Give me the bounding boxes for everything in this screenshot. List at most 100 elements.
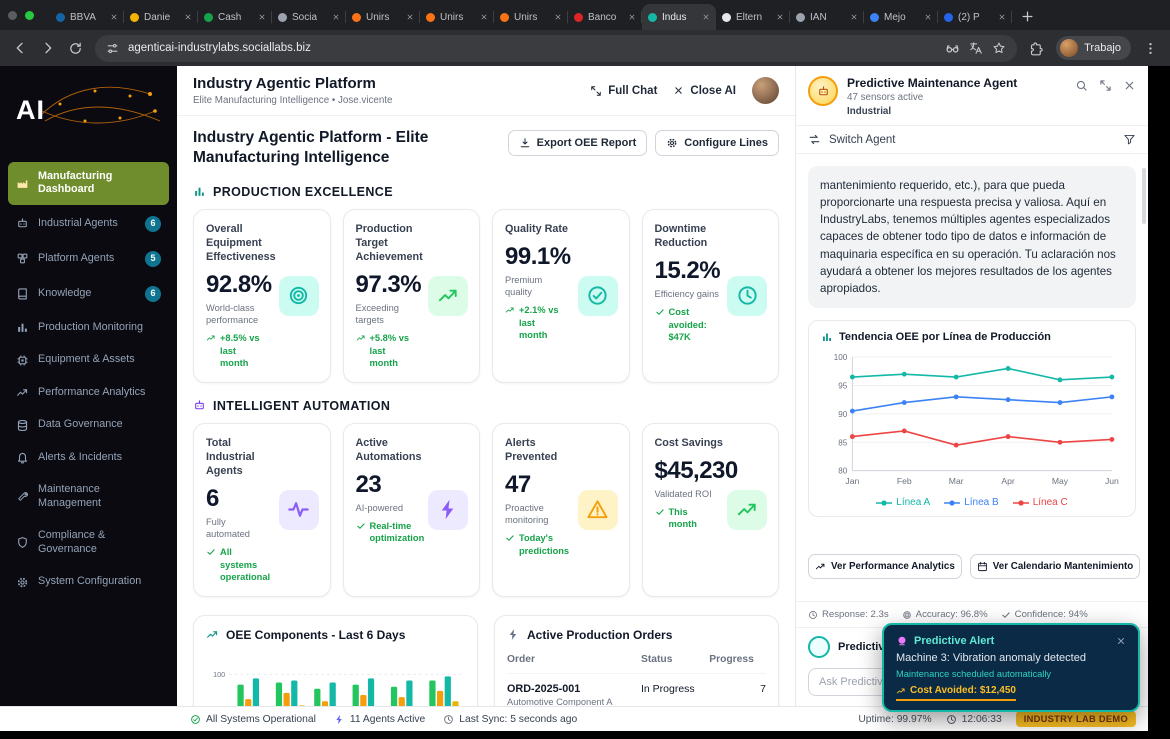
bookmark-star-icon[interactable] xyxy=(992,41,1006,55)
filter-icon[interactable] xyxy=(1123,133,1136,146)
app-title: Industry Agentic Platform xyxy=(193,75,376,92)
forward-icon[interactable] xyxy=(40,40,56,56)
sidebar-item-performance-analytics[interactable]: Performance Analytics xyxy=(8,378,169,407)
app-window: AI Manufacturing Dashboard Industrial Age… xyxy=(0,66,1148,706)
close-icon[interactable] xyxy=(258,13,266,21)
toast-close-icon[interactable] xyxy=(1116,636,1126,646)
intelligent-automation-title: INTELLIGENT AUTOMATION xyxy=(193,399,779,413)
page-title: Industry Agentic Platform - Elite Manufa… xyxy=(193,129,429,167)
tab-favicon-icon xyxy=(722,12,731,22)
sidebar-item-alerts-incidents[interactable]: Alerts & Incidents xyxy=(8,443,169,472)
translate-icon[interactable] xyxy=(969,41,983,55)
legend-item: Línea A xyxy=(876,497,930,508)
browser-tab[interactable]: Eltern xyxy=(716,4,790,30)
window-control-dot-green[interactable] xyxy=(25,11,34,20)
back-icon[interactable] xyxy=(12,40,28,56)
sidebar: AI Manufacturing Dashboard Industrial Age… xyxy=(0,66,177,706)
tab-label: Socia xyxy=(292,11,318,23)
sidebar-item-knowledge[interactable]: Knowledge 6 xyxy=(8,278,169,310)
sidebar-item-label: Equipment & Assets xyxy=(38,353,135,366)
configure-lines-button[interactable]: Configure Lines xyxy=(655,130,779,156)
orders-column-header: Progress xyxy=(709,649,766,674)
password-manager-icon[interactable] xyxy=(945,41,960,56)
shield-icon xyxy=(16,536,29,549)
action-button-ver-performance-analytics[interactable]: Ver Performance Analytics xyxy=(808,554,962,579)
action-button-ver-calendario-mantenimiento[interactable]: Ver Calendario Mantenimiento xyxy=(969,554,1141,579)
card-value: 6 xyxy=(206,484,219,512)
browser-menu-icon[interactable] xyxy=(1143,41,1158,56)
expand-chat-icon[interactable] xyxy=(1099,79,1112,92)
browser-tab[interactable]: Unirs xyxy=(494,4,568,30)
profile-name: Trabajo xyxy=(1084,42,1121,54)
switch-agent-bar[interactable]: Switch Agent xyxy=(796,125,1148,154)
search-icon[interactable] xyxy=(1075,79,1088,92)
sidebar-item-data-governance[interactable]: Data Governance xyxy=(8,410,169,439)
close-icon[interactable] xyxy=(924,13,932,21)
browser-tab[interactable]: Indus xyxy=(642,4,716,30)
close-icon[interactable] xyxy=(554,13,562,21)
browser-tab[interactable]: Socia xyxy=(272,4,346,30)
tab-label: IAN xyxy=(810,11,827,23)
window-control-dot[interactable] xyxy=(8,11,17,20)
sidebar-item-platform-agents[interactable]: Platform Agents 5 xyxy=(8,243,169,275)
sidebar-item-compliance-governance[interactable]: Compliance & Governance xyxy=(8,521,169,564)
main-header: Industry Agentic Platform Elite Manufact… xyxy=(177,66,795,116)
close-icon[interactable] xyxy=(184,13,192,21)
agent-metric-label: Response: 2.3s xyxy=(822,609,889,620)
agent-metrics: Response: 2.3s Accuracy: 96.8% Confidence:… xyxy=(796,601,1148,627)
sidebar-item-label: Manufacturing Dashboard xyxy=(38,170,113,196)
tab-label: Unirs xyxy=(440,11,464,23)
card-value: 15.2% xyxy=(654,256,721,284)
browser-tab[interactable]: Unirs xyxy=(346,4,420,30)
chat-scrollbar[interactable] xyxy=(1142,168,1146,224)
sidebar-item-label: Maintenance Management xyxy=(38,483,102,509)
url-bar[interactable]: agenticai-industrylabs.sociallabs.biz xyxy=(95,34,1018,62)
browser-tab[interactable]: Danie xyxy=(124,4,198,30)
browser-tab[interactable]: IAN xyxy=(790,4,864,30)
metric-card: Production Target Achievement 97.3% Exceed… xyxy=(342,208,480,383)
user-avatar[interactable] xyxy=(752,77,779,104)
close-ai-button[interactable]: Close AI xyxy=(673,85,736,97)
browser-tab[interactable]: Banco xyxy=(568,4,642,30)
tab-list: BBVA Danie Cash Socia Unirs Unirs Unirs Banco In… xyxy=(50,0,1012,30)
browser-tab[interactable]: Unirs xyxy=(420,4,494,30)
site-settings-icon[interactable] xyxy=(106,42,119,55)
agent-chat-panel: Predictive Maintenance Agent 47 sensors … xyxy=(795,66,1148,706)
chat-header: Predictive Maintenance Agent 47 sensors … xyxy=(796,66,1148,125)
browser-tab[interactable]: Cash xyxy=(198,4,272,30)
full-chat-button[interactable]: Full Chat xyxy=(590,85,657,97)
sidebar-item-equipment-assets[interactable]: Equipment & Assets xyxy=(8,345,169,374)
close-icon[interactable] xyxy=(332,13,340,21)
browser-tab[interactable]: Mejo xyxy=(864,4,938,30)
metric-card: Overall Equipment Effectiveness 92.8% Worl… xyxy=(193,208,331,383)
bolt-icon xyxy=(334,714,345,725)
orders-table-header: Order Status Progress xyxy=(507,649,766,674)
close-icon[interactable] xyxy=(776,13,784,21)
close-icon[interactable] xyxy=(110,13,118,21)
export-oee-report-button[interactable]: Export OEE Report xyxy=(507,130,648,156)
close-icon[interactable] xyxy=(702,13,710,21)
close-chat-icon[interactable] xyxy=(1123,79,1136,92)
sidebar-item-system-configuration[interactable]: System Configuration xyxy=(8,567,169,596)
bolt-icon xyxy=(507,628,520,641)
sidebar-item-production-monitoring[interactable]: Production Monitoring xyxy=(8,313,169,342)
card-badge-text: All systems operational xyxy=(220,547,271,583)
close-icon[interactable] xyxy=(628,13,636,21)
oee-trend-legend: Línea A Línea B Línea C xyxy=(817,497,1127,508)
table-row[interactable]: ORD-2025-001 Automotive Component A In Pro… xyxy=(507,673,766,706)
close-icon[interactable] xyxy=(850,13,858,21)
new-tab-icon[interactable] xyxy=(1020,9,1035,24)
sidebar-item-manufacturing-dashboard[interactable]: Manufacturing Dashboard xyxy=(8,162,169,205)
card-title: Production Target Achievement xyxy=(355,222,423,263)
sidebar-item-maintenance-management[interactable]: Maintenance Management xyxy=(8,475,169,518)
sidebar-item-industrial-agents[interactable]: Industrial Agents 6 xyxy=(8,208,169,240)
extensions-icon[interactable] xyxy=(1029,41,1044,56)
close-icon[interactable] xyxy=(406,13,414,21)
profile-chip[interactable]: Trabajo xyxy=(1056,36,1131,60)
crystal-ball-icon xyxy=(896,635,908,647)
browser-tab[interactable]: BBVA xyxy=(50,4,124,30)
close-icon[interactable] xyxy=(480,13,488,21)
close-icon[interactable] xyxy=(998,13,1006,21)
browser-tab[interactable]: (2) P xyxy=(938,4,1012,30)
reload-icon[interactable] xyxy=(68,41,83,56)
